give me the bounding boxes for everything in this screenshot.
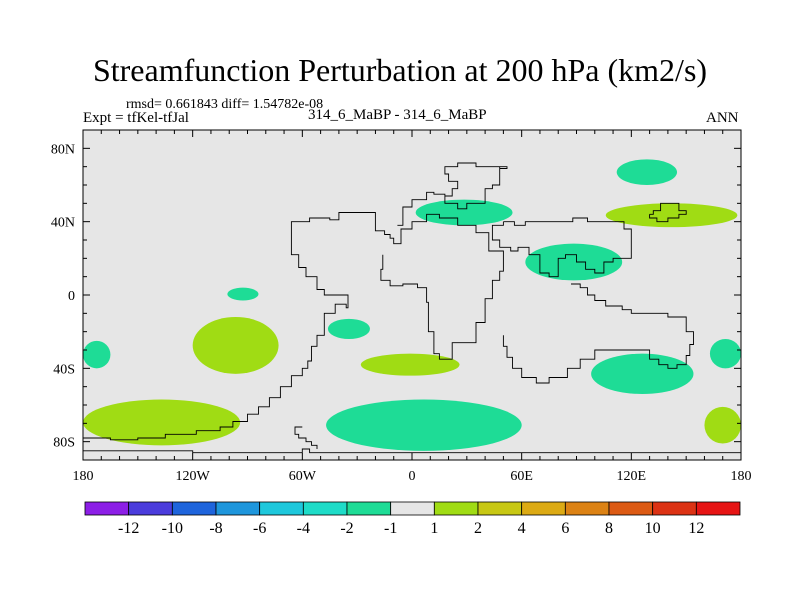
colorbar-label: 2 [474,520,482,537]
season-label: ANN [706,110,739,126]
positive-anomaly-region-2 [83,399,241,446]
y-tick-label: 40S [53,362,75,377]
y-tick-label: 0 [68,289,75,304]
stats-line: rmsd= 0.661843 diff= 1.54782e-08 [126,97,324,112]
colorbar-swatch [477,501,523,516]
x-tick-label: 60W [289,469,317,484]
colorbar-swatch [215,501,261,516]
contour-regions [83,159,741,451]
negative-anomaly-region-12 [591,353,694,395]
y-tick-label: 80N [51,142,75,157]
positive-anomaly-region-6 [360,353,460,376]
x-tick-label: 120W [176,469,211,484]
x-tick-label: 120E [617,469,647,484]
colorbar-label: 12 [688,520,704,537]
colorbar-label: -10 [162,520,183,537]
colorbar-label: -4 [297,520,310,537]
colorbar-label: 4 [518,520,526,537]
colorbar-swatch [695,501,741,516]
positive-anomaly-region-14 [704,406,741,444]
positive-anomaly-region-11 [605,203,738,228]
coastline-5 [502,283,694,384]
colorbar-label: -6 [253,520,266,537]
coastline-7 [83,448,741,454]
x-tick-label: 0 [409,469,416,484]
colorbar-label: 6 [561,520,569,537]
coastline-4 [491,217,632,278]
negative-anomaly-region-5 [327,318,370,339]
coastline-2 [444,162,508,210]
colorbar-swatch [608,501,654,516]
colorbar-swatch [128,501,173,516]
colorbar-swatch [652,501,697,516]
negative-anomaly-region-4 [227,287,259,301]
chart-title: Streamfunction Perturbation at 200 hPa (… [92,52,708,88]
negative-anomaly-region-1 [83,340,111,369]
y-tick-label: 40N [51,216,75,231]
experiment-label: Expt = tfKel-tfJal [83,110,189,126]
negative-anomaly-region-10 [616,159,678,186]
coastline-3 [397,191,446,226]
coastline-1 [83,212,504,441]
colorbar-swatch [171,501,217,516]
colorbar-swatch [84,501,130,516]
colorbar-swatch [433,501,479,516]
colorbar-swatch [259,501,304,516]
colorbar-label: 10 [645,520,661,537]
colorbar-label: -2 [340,520,353,537]
colorbar-label: -8 [209,520,222,537]
coastlines [83,162,741,454]
positive-anomaly-region-3 [192,317,279,374]
negative-anomaly-region-7 [326,399,522,451]
case-label: 314_6_MaBP - 314_6_MaBP [308,107,487,123]
colorbar-label: -1 [384,520,397,537]
negative-anomaly-region-9 [525,243,623,281]
negative-anomaly-region-13 [709,339,741,369]
colorbar-label: 8 [605,520,613,537]
colorbar-swatch [302,501,348,516]
x-tick-label: 180 [731,469,752,484]
colorbar-label: 1 [430,520,438,537]
x-tick-label: 60E [510,469,533,484]
colorbar-swatch [346,501,392,516]
y-tick-label: 80S [53,436,75,451]
colorbar-swatch [564,501,610,516]
x-tick-label: 180 [73,469,94,484]
colorbar-swatch [521,501,566,516]
coastline-8 [294,426,318,449]
coastline-6 [649,202,687,223]
colorbar-swatch [390,501,435,516]
colorbar-label: -12 [118,520,139,537]
negative-anomaly-region-8 [415,199,513,226]
